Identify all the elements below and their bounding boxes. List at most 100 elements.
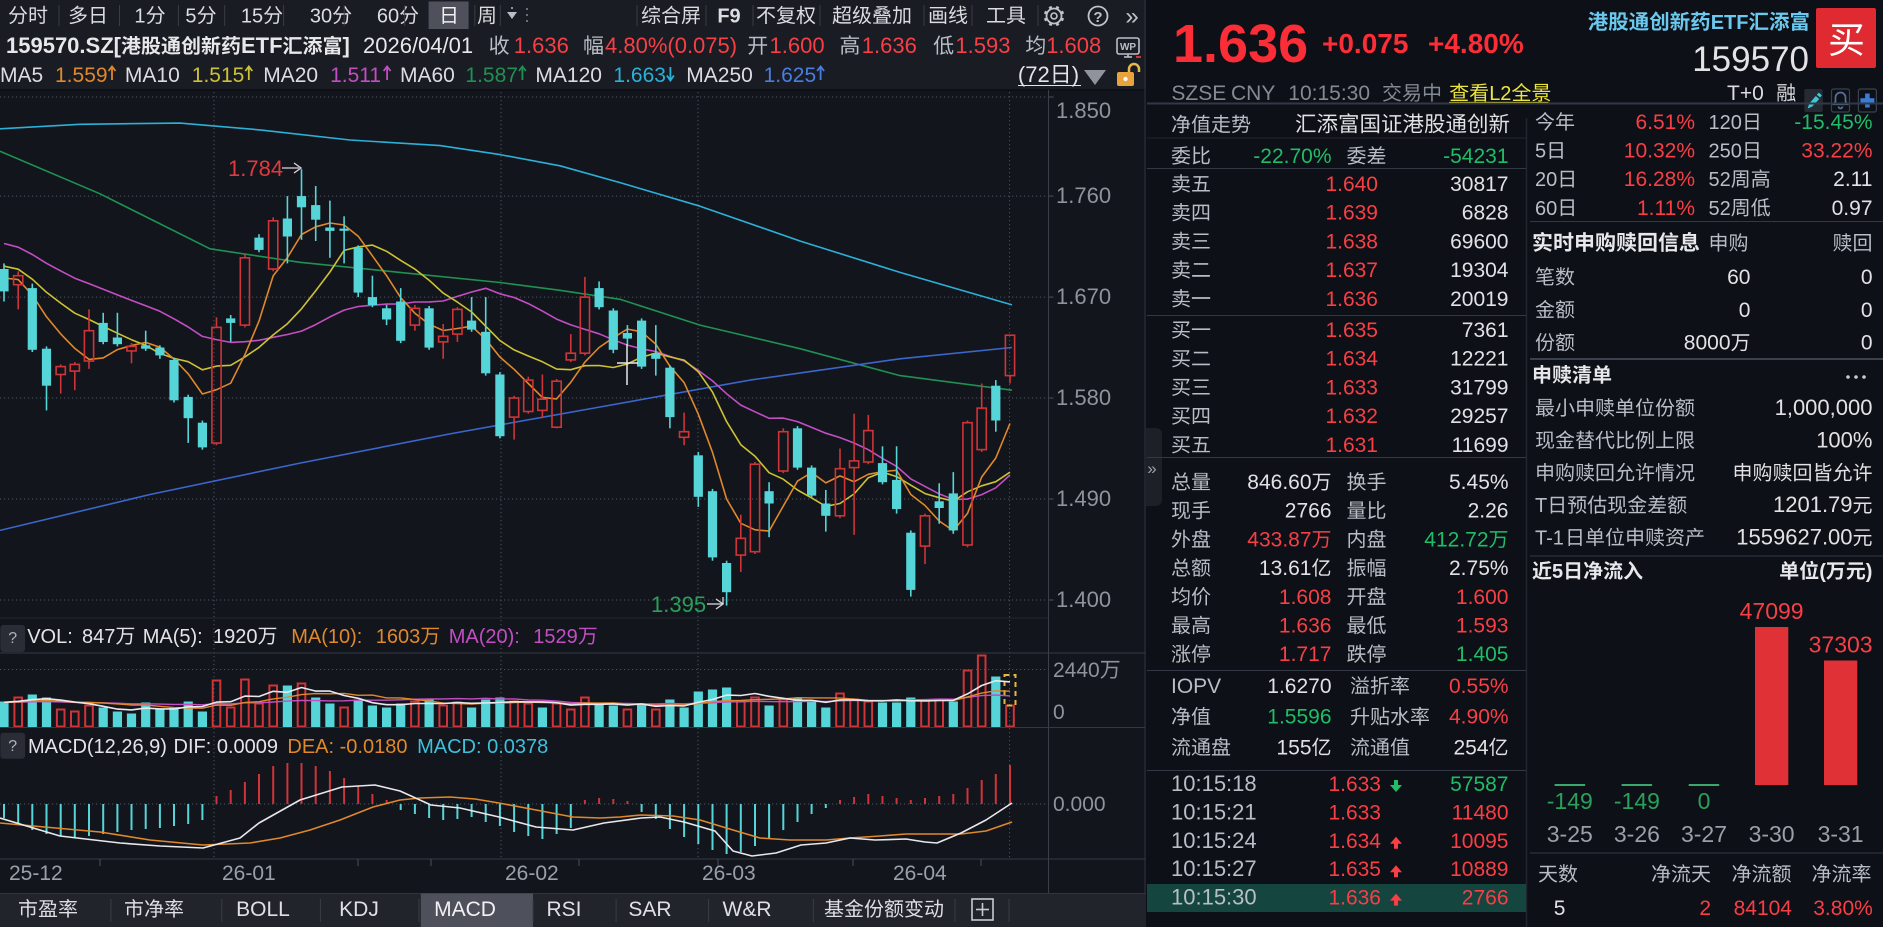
svg-text:0: 0 xyxy=(1861,299,1873,322)
svg-text:846.60: 846.60 xyxy=(1247,471,1311,494)
svg-text:-22.70%: -22.70% xyxy=(1253,145,1331,168)
svg-text:1.490: 1.490 xyxy=(1056,486,1111,511)
svg-text:1.636: 1.636 xyxy=(862,33,917,58)
svg-text:-54231: -54231 xyxy=(1443,145,1508,168)
svg-text:1.633: 1.633 xyxy=(1328,801,1381,824)
svg-text:CNY: CNY xyxy=(1231,82,1275,105)
svg-text:37303: 37303 xyxy=(1809,632,1873,658)
svg-text:1.633: 1.633 xyxy=(1328,773,1381,796)
svg-text:MACD: 0.0378: MACD: 0.0378 xyxy=(417,736,548,758)
svg-text:15: 15 xyxy=(241,6,263,28)
svg-text:0: 0 xyxy=(1698,788,1711,814)
svg-text:): ) xyxy=(1866,561,1873,583)
svg-text:26-01: 26-01 xyxy=(222,862,276,885)
svg-text:1.631: 1.631 xyxy=(1325,434,1378,457)
svg-text:3-25: 3-25 xyxy=(1547,821,1593,847)
svg-text:1.632: 1.632 xyxy=(1325,405,1378,428)
svg-text:26-03: 26-03 xyxy=(702,862,756,885)
svg-text:12221: 12221 xyxy=(1450,348,1508,371)
svg-text:ETF: ETF xyxy=(1711,12,1749,34)
svg-text:2766: 2766 xyxy=(1285,500,1332,523)
svg-text:MA120: MA120 xyxy=(535,64,602,87)
svg-text:1.593: 1.593 xyxy=(955,33,1010,58)
svg-text:1.633: 1.633 xyxy=(1325,376,1378,399)
svg-text:SAR: SAR xyxy=(628,898,671,921)
svg-text:1.625: 1.625 xyxy=(764,64,817,87)
svg-text:4.90%: 4.90% xyxy=(1449,706,1509,729)
svg-text:1.670: 1.670 xyxy=(1056,284,1111,309)
svg-text:0: 0 xyxy=(1739,299,1751,322)
svg-text:10095: 10095 xyxy=(1450,830,1508,853)
svg-text:DIF: 0.0009: DIF: 0.0009 xyxy=(174,736,279,758)
svg-text:1.638: 1.638 xyxy=(1325,230,1378,253)
svg-text:30: 30 xyxy=(310,6,332,28)
svg-text:1.636: 1.636 xyxy=(1328,887,1381,910)
svg-text:1.511: 1.511 xyxy=(330,64,381,87)
svg-text:1.587: 1.587 xyxy=(465,64,518,87)
svg-text:159570: 159570 xyxy=(1692,40,1809,79)
svg-text:-149: -149 xyxy=(1547,788,1593,814)
svg-text:1.636: 1.636 xyxy=(514,33,569,58)
svg-text:1.784: 1.784 xyxy=(228,156,283,181)
svg-text:RSI: RSI xyxy=(546,898,581,921)
svg-text:1.663: 1.663 xyxy=(613,64,666,87)
svg-text:-15.45%: -15.45% xyxy=(1794,111,1872,134)
svg-text:BOLL: BOLL xyxy=(236,898,290,921)
svg-text:SZSE: SZSE xyxy=(1171,82,1226,105)
svg-text:31799: 31799 xyxy=(1450,376,1508,399)
svg-text:DEA: -0.0180: DEA: -0.0180 xyxy=(287,736,407,758)
svg-text:13.61: 13.61 xyxy=(1259,557,1312,580)
svg-text:1,000,000: 1,000,000 xyxy=(1775,395,1873,420)
svg-text:1.635: 1.635 xyxy=(1325,319,1378,342)
svg-text:»: » xyxy=(1147,459,1156,478)
svg-text:3-31: 3-31 xyxy=(1818,821,1864,847)
svg-text:1603: 1603 xyxy=(376,626,421,648)
svg-text:0: 0 xyxy=(1053,701,1065,724)
svg-text:MA5: MA5 xyxy=(0,64,43,87)
svg-text:3-27: 3-27 xyxy=(1681,821,1727,847)
svg-text:MA(10):: MA(10): xyxy=(291,626,362,648)
svg-text:25-12: 25-12 xyxy=(9,862,63,885)
svg-text:]: ] xyxy=(343,33,350,58)
svg-text:1.608: 1.608 xyxy=(1279,586,1332,609)
svg-text:W&R: W&R xyxy=(723,898,772,921)
svg-text:2440: 2440 xyxy=(1053,659,1100,682)
svg-text:1.636: 1.636 xyxy=(1279,615,1332,638)
svg-text:1.405: 1.405 xyxy=(1456,643,1509,666)
svg-text:69600: 69600 xyxy=(1450,230,1508,253)
svg-text:3.80%: 3.80% xyxy=(1813,897,1873,920)
svg-text:7361: 7361 xyxy=(1462,319,1509,342)
svg-text:10.32%: 10.32% xyxy=(1624,140,1695,163)
svg-text:26-04: 26-04 xyxy=(893,862,947,885)
svg-text:5: 5 xyxy=(185,6,196,28)
svg-text:254: 254 xyxy=(1454,736,1489,759)
svg-text:?: ? xyxy=(8,630,17,647)
svg-text:60: 60 xyxy=(377,6,399,28)
svg-text:250: 250 xyxy=(1709,141,1742,163)
svg-text:1: 1 xyxy=(134,6,145,28)
svg-text:WP: WP xyxy=(1120,42,1136,53)
svg-text:1201.79: 1201.79 xyxy=(1773,492,1853,517)
svg-text:2.75%: 2.75% xyxy=(1449,557,1509,580)
svg-text:MA20: MA20 xyxy=(263,64,318,87)
svg-text:0.000: 0.000 xyxy=(1053,793,1106,816)
svg-text:3-26: 3-26 xyxy=(1614,821,1660,847)
svg-text:MA(5):: MA(5): xyxy=(143,626,203,648)
svg-text:T: T xyxy=(1535,495,1547,517)
svg-text:1559627.00: 1559627.00 xyxy=(1736,525,1852,550)
svg-text:MA60: MA60 xyxy=(400,64,455,87)
svg-text:IOPV: IOPV xyxy=(1171,675,1221,698)
svg-text:5.45%: 5.45% xyxy=(1449,471,1509,494)
svg-text:1.636: 1.636 xyxy=(1325,288,1378,311)
svg-text:29257: 29257 xyxy=(1450,405,1508,428)
svg-text:T+0: T+0 xyxy=(1727,82,1764,105)
svg-text:1.634: 1.634 xyxy=(1325,348,1378,371)
svg-text:10:15:18: 10:15:18 xyxy=(1171,771,1257,796)
svg-text:1.608: 1.608 xyxy=(1046,33,1101,58)
svg-text:33.22%: 33.22% xyxy=(1801,140,1872,163)
svg-text:KDJ: KDJ xyxy=(339,898,379,921)
svg-text:1.635: 1.635 xyxy=(1328,858,1381,881)
svg-text:8000: 8000 xyxy=(1684,332,1731,355)
svg-text:1.580: 1.580 xyxy=(1056,385,1111,410)
svg-text:20019: 20019 xyxy=(1450,288,1508,311)
